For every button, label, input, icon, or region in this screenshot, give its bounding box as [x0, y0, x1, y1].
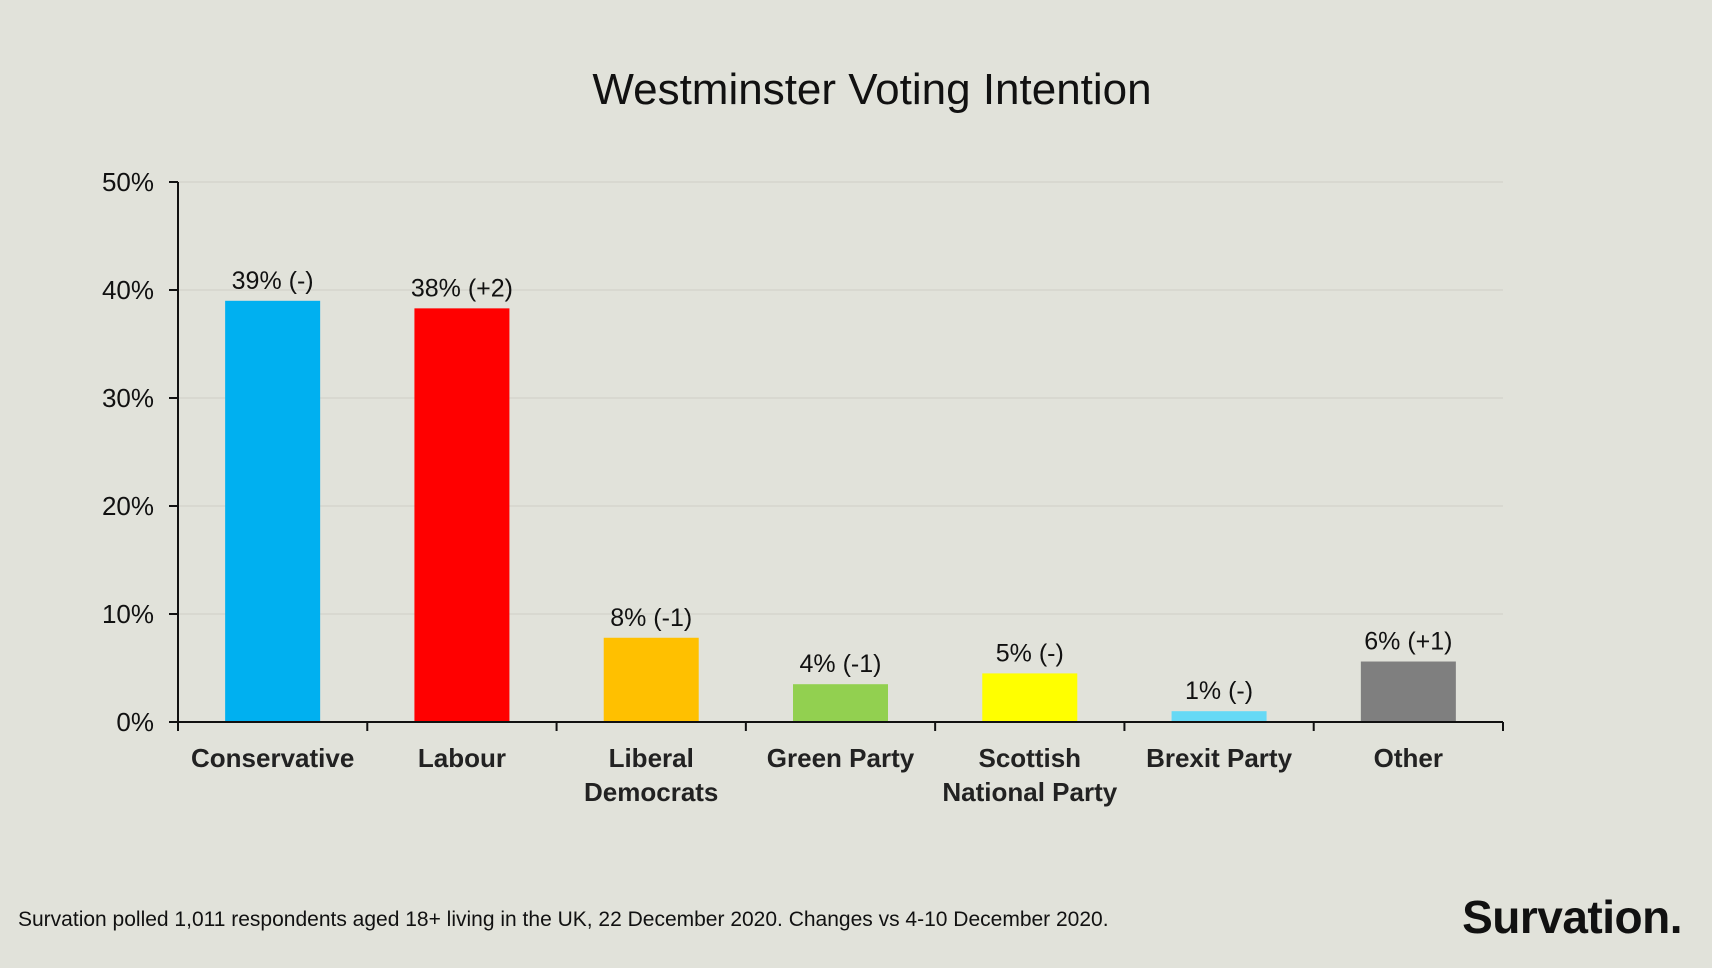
bars — [225, 300, 1456, 722]
data-label: 39% (-) — [232, 267, 314, 295]
data-label: 38% (+2) — [411, 274, 513, 302]
data-label: 6% (+1) — [1364, 628, 1452, 656]
y-tick-label: 30% — [102, 383, 154, 413]
axes — [169, 181, 1504, 731]
brand-logo: Survation. — [1462, 891, 1682, 943]
gridlines — [178, 181, 1503, 615]
data-label: 5% (-) — [996, 639, 1064, 667]
x-tick-label: Liberal Democrats — [584, 743, 718, 807]
data-label: 1% (-) — [1185, 677, 1253, 705]
chart-title: Westminster Voting Intention — [592, 65, 1151, 114]
data-label: 4% (-1) — [800, 650, 882, 678]
data-labels: 39% (-) 38% (+2) 8% (-1) 4% (-1) 5% (-) 1% (-… — [232, 267, 1453, 705]
x-tick-label: Other — [1374, 743, 1443, 773]
x-tick-label: Scottish National Party — [942, 743, 1117, 807]
data-label: 8% (-1) — [610, 604, 692, 632]
x-tick-label: Brexit Party — [1146, 743, 1292, 773]
y-tick-label: 10% — [102, 599, 154, 629]
x-tick-labels: Conservative Labour Liberal Democrats Green … — [191, 743, 1443, 807]
y-tick-labels: 0% 10% 20% 30% 40% 50% — [102, 167, 154, 737]
x-tick-label: Conservative — [191, 743, 354, 773]
y-tick-label: 40% — [102, 275, 154, 305]
footnote: Survation polled 1,011 respondents aged … — [18, 908, 1109, 931]
bar — [414, 308, 510, 722]
y-tick-label: 50% — [102, 167, 154, 197]
y-tick-label: 20% — [102, 491, 154, 521]
bar — [982, 673, 1078, 722]
bar — [1171, 711, 1267, 722]
bar — [1360, 661, 1456, 722]
bar — [603, 637, 699, 722]
x-tick-label: Green Party — [767, 743, 915, 773]
x-tick-label: Labour — [418, 743, 506, 773]
bar — [225, 300, 321, 722]
y-tick-label: 0% — [116, 707, 154, 737]
bar — [793, 684, 888, 722]
